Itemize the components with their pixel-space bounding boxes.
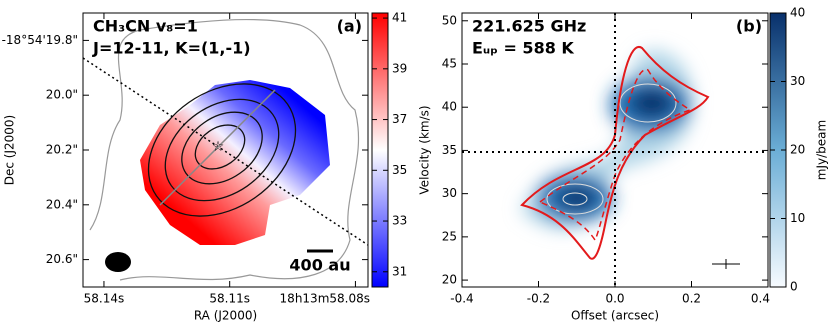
colorbar [371, 12, 389, 288]
y-tick-label: 50 [442, 13, 457, 27]
colorbar-tick-label: 30 [790, 74, 805, 88]
x-tick-label: 0.0 [605, 292, 624, 306]
y-tick-label: 40 [442, 100, 457, 114]
colorbar-tick-label: 10 [790, 211, 805, 225]
y-axis-label: Velocity (km/s) [418, 105, 432, 194]
colorbar-tick-label: 31 [392, 264, 407, 278]
colorbar-label: mJy/beam [815, 120, 829, 180]
x-tick-label: 0.4 [751, 292, 770, 306]
x-tick-label: -0.4 [450, 292, 473, 306]
colorbar-tick-label: 40 [790, 6, 805, 20]
x-axis-label: Offset (arcsec) [571, 309, 659, 323]
colorbar-tick-label: 35 [392, 163, 407, 177]
colorbar-tick-label: 39 [392, 61, 407, 75]
y-tick-label: 30 [442, 186, 457, 200]
x-tick-label: 58.14s [84, 292, 125, 306]
pv-diagram [462, 13, 768, 287]
y-tick-label: 20.4" [46, 197, 78, 211]
x-tick-label: -0.2 [527, 292, 550, 306]
panel-title: CH₃CN v₈=1 [93, 17, 198, 36]
y-tick-label: 20.0" [46, 88, 78, 102]
colorbar-tick-label: 33 [392, 214, 407, 228]
y-axis-label: Dec (J2000) [3, 115, 17, 185]
colorbar-tick-label: 41 [392, 11, 407, 25]
panel-title: Eᵤₚ = 588 K [472, 39, 574, 58]
panel-label: (a) [337, 17, 362, 36]
x-tick-label: 58.11s [209, 292, 250, 306]
y-tick-label: 20.2" [46, 143, 78, 157]
velocity-map: ☆ [83, 18, 368, 281]
x-axis-label: RA (J2000) [194, 309, 257, 323]
panel-title: 221.625 GHz [472, 17, 586, 36]
x-tick-label: 0.2 [682, 292, 701, 306]
colorbar-tick-label: 0 [790, 280, 798, 294]
star: ☆ [212, 139, 225, 155]
y-tick-label: 25 [442, 229, 457, 243]
colorbar-tick-label: 37 [392, 112, 407, 126]
x-tick-label: 18h13m58.08s [280, 292, 370, 306]
y-tick-label: 20 [442, 273, 457, 287]
y-tick-label: 20.6" [46, 252, 78, 266]
y-tick-label: 35 [442, 143, 457, 157]
y-tick-label: -18°54'19.8" [2, 33, 78, 47]
y-tick-label: 45 [442, 56, 457, 70]
colorbar-tick-label: 20 [790, 143, 805, 157]
panel-label: (b) [736, 17, 762, 36]
scalebar-label: 400 au [289, 256, 350, 275]
panel-title: J=12-11, K=(1,-1) [92, 39, 251, 58]
